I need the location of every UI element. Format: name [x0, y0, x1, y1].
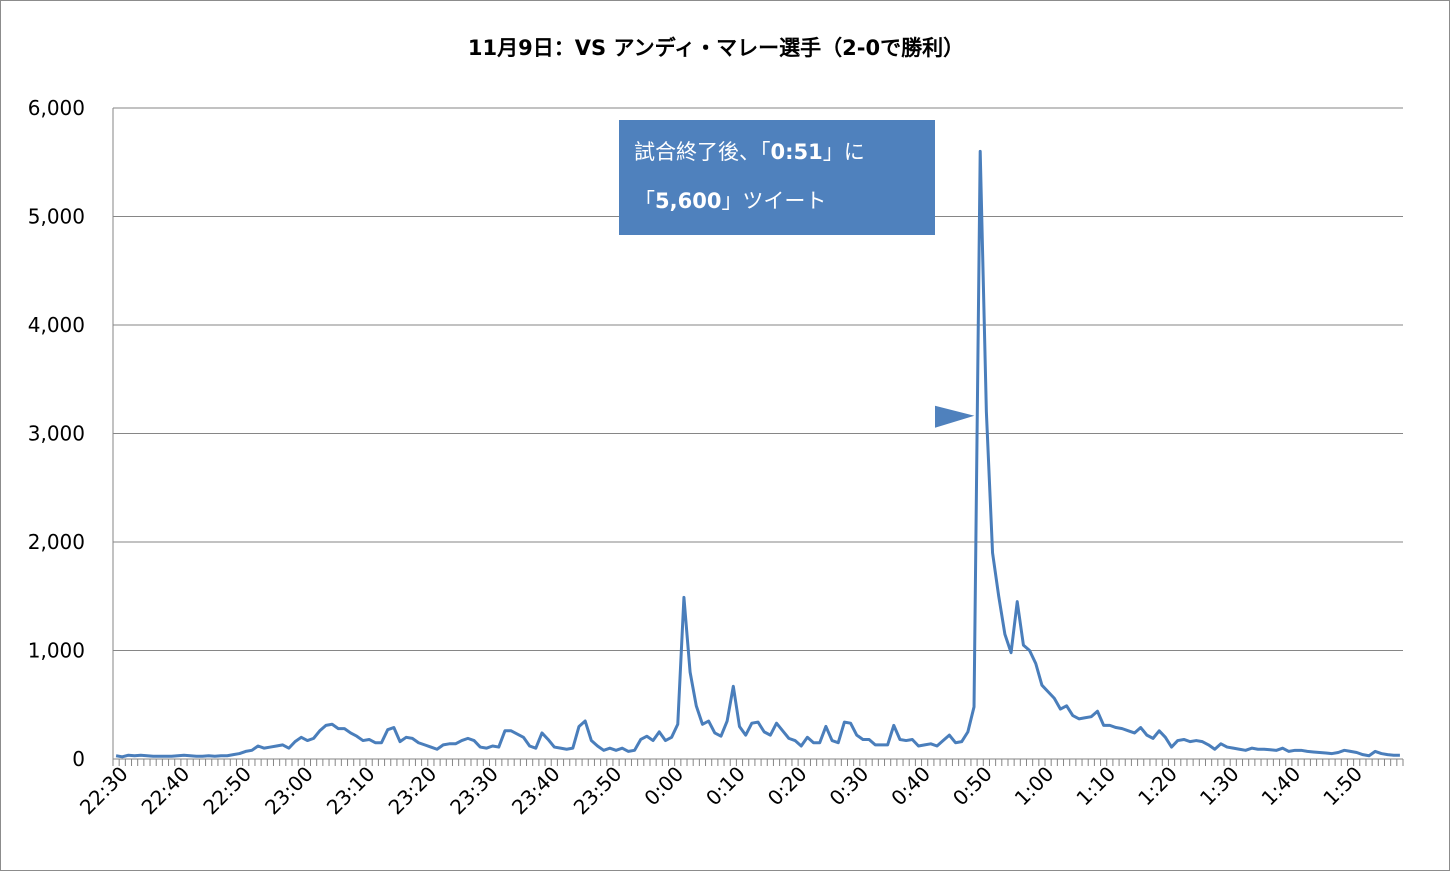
x-tick-label: 1:40	[1257, 762, 1306, 811]
x-tick-label: 1:20	[1133, 762, 1182, 811]
series-line	[115, 149, 1400, 759]
x-tick-label: 22:40	[137, 762, 195, 820]
y-tick-label: 3,000	[28, 422, 85, 446]
x-tick-label: 0:20	[763, 762, 812, 811]
x-tick-label: 0:50	[948, 762, 997, 811]
x-tick-label: 1:10	[1071, 762, 1120, 811]
x-tick-label: 0:30	[825, 762, 874, 811]
x-tick-label: 0:00	[639, 762, 688, 811]
y-tick-label: 5,000	[28, 205, 85, 229]
y-tick-label: 0	[72, 747, 85, 771]
y-axis-ticks: 0 1,000 2,000 3,000 4,000 5,000 6,000	[28, 96, 85, 771]
x-tick-label: 23:30	[445, 762, 503, 820]
annotation-line-1: 試合終了後、「0:51」に	[634, 140, 865, 164]
series-group	[115, 149, 1400, 759]
x-tick-label: 0:40	[886, 762, 935, 811]
y-tick-label: 6,000	[28, 96, 85, 120]
x-tick-label: 23:20	[384, 762, 442, 820]
annotation-line-2: 「5,600」ツイート	[634, 189, 826, 213]
x-tick-label: 0:10	[701, 762, 750, 811]
annotation-box	[619, 120, 975, 428]
x-tick-label: 22:50	[198, 762, 256, 820]
annotation-callout: 試合終了後、「0:51」に 「5,600」ツイート	[619, 120, 975, 428]
y-tick-label: 2,000	[28, 530, 85, 554]
x-tick-label: 23:40	[507, 762, 565, 820]
x-tick-label: 23:50	[569, 762, 627, 820]
x-tick-label: 23:10	[322, 762, 380, 820]
x-tick-label: 23:00	[260, 762, 318, 820]
x-axis-ticks	[112, 759, 1404, 766]
x-tick-label: 1:30	[1195, 762, 1244, 811]
y-tick-label: 4,000	[28, 313, 85, 337]
x-tick-label: 1:50	[1318, 762, 1367, 811]
y-tick-label: 1,000	[28, 639, 85, 663]
x-tick-label: 1:00	[1010, 762, 1059, 811]
chart-title: 11月9日：VS アンディ・マレー選手（2-0で勝利）	[468, 36, 964, 60]
